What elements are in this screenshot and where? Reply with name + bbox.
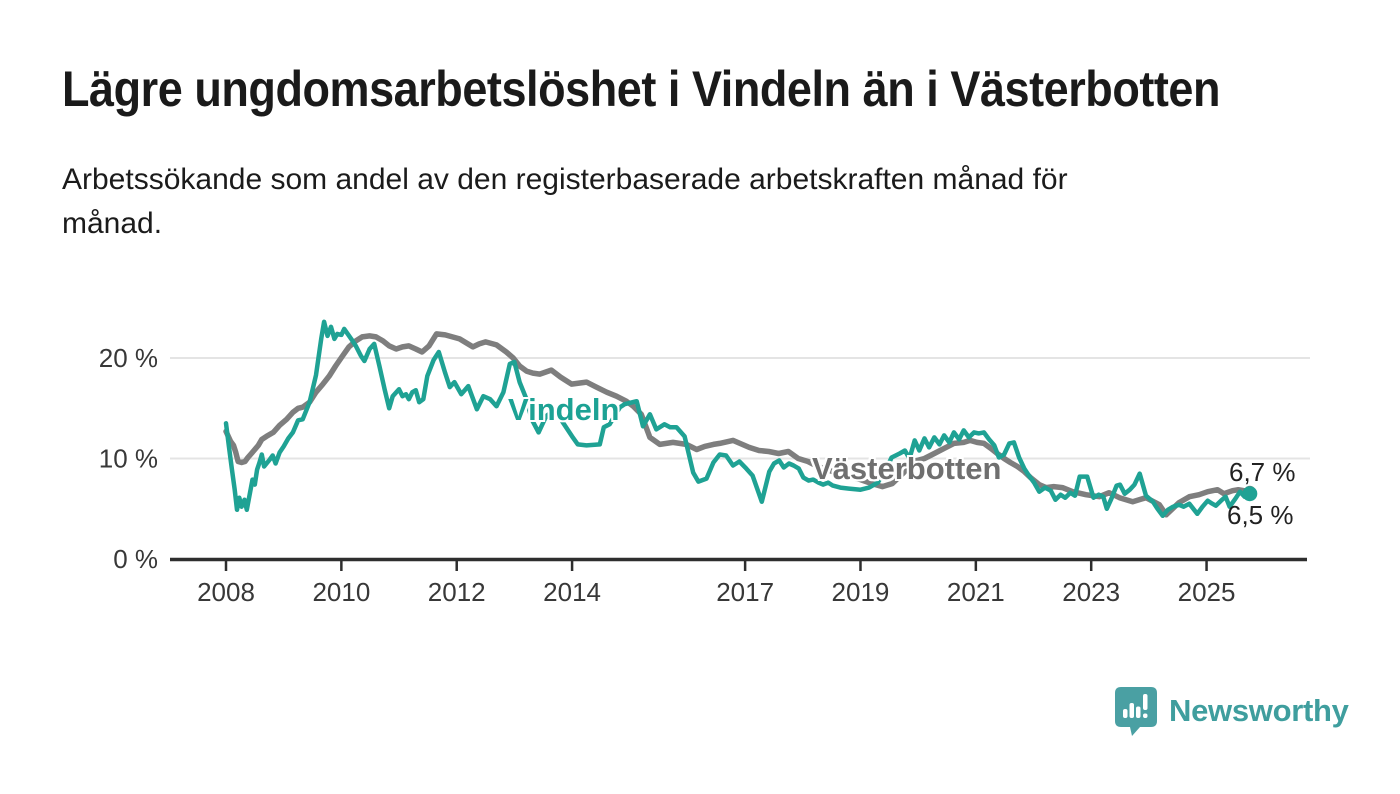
end-value-vasterbotten: 6,7 %	[1229, 457, 1296, 487]
chart-subtitle: Arbetssökande som andel av den registerb…	[62, 163, 1068, 241]
svg-text:2008: 2008	[197, 577, 255, 607]
svg-text:2017: 2017	[716, 577, 774, 607]
y-axis-labels: 0 % 10 % 20 %	[99, 343, 158, 574]
vindeln-line	[223, 319, 1253, 519]
end-value-vindeln: 6,5 %	[1227, 500, 1294, 530]
series-label-vindeln: Vindeln	[508, 392, 620, 427]
x-axis-ticks	[224, 561, 1208, 571]
svg-text:0 %: 0 %	[113, 544, 158, 574]
vindeln-end-dot	[1242, 486, 1258, 502]
page-title: Lägre ungdomsarbetslöshet i Vindeln än i…	[62, 61, 1221, 117]
newsworthy-logo: Newsworthy	[1113, 685, 1349, 737]
svg-text:10 %: 10 %	[99, 444, 158, 474]
svg-text:2021: 2021	[947, 577, 1005, 607]
svg-text:2012: 2012	[428, 577, 486, 607]
svg-text:2023: 2023	[1062, 577, 1120, 607]
svg-text:2014: 2014	[543, 577, 601, 607]
svg-text:2010: 2010	[312, 577, 370, 607]
brand-name: Newsworthy	[1169, 693, 1349, 728]
svg-text:20 %: 20 %	[99, 343, 158, 373]
svg-text:2025: 2025	[1178, 577, 1236, 607]
svg-text:2019: 2019	[832, 577, 890, 607]
bar-chart-bubble-icon	[1115, 687, 1157, 736]
x-axis-tick-labels: 2008 2010 2012 2014 2017 2019 2021 2023 2025	[197, 577, 1235, 607]
series-label-vasterbotten: Västerbotten	[812, 451, 1002, 486]
